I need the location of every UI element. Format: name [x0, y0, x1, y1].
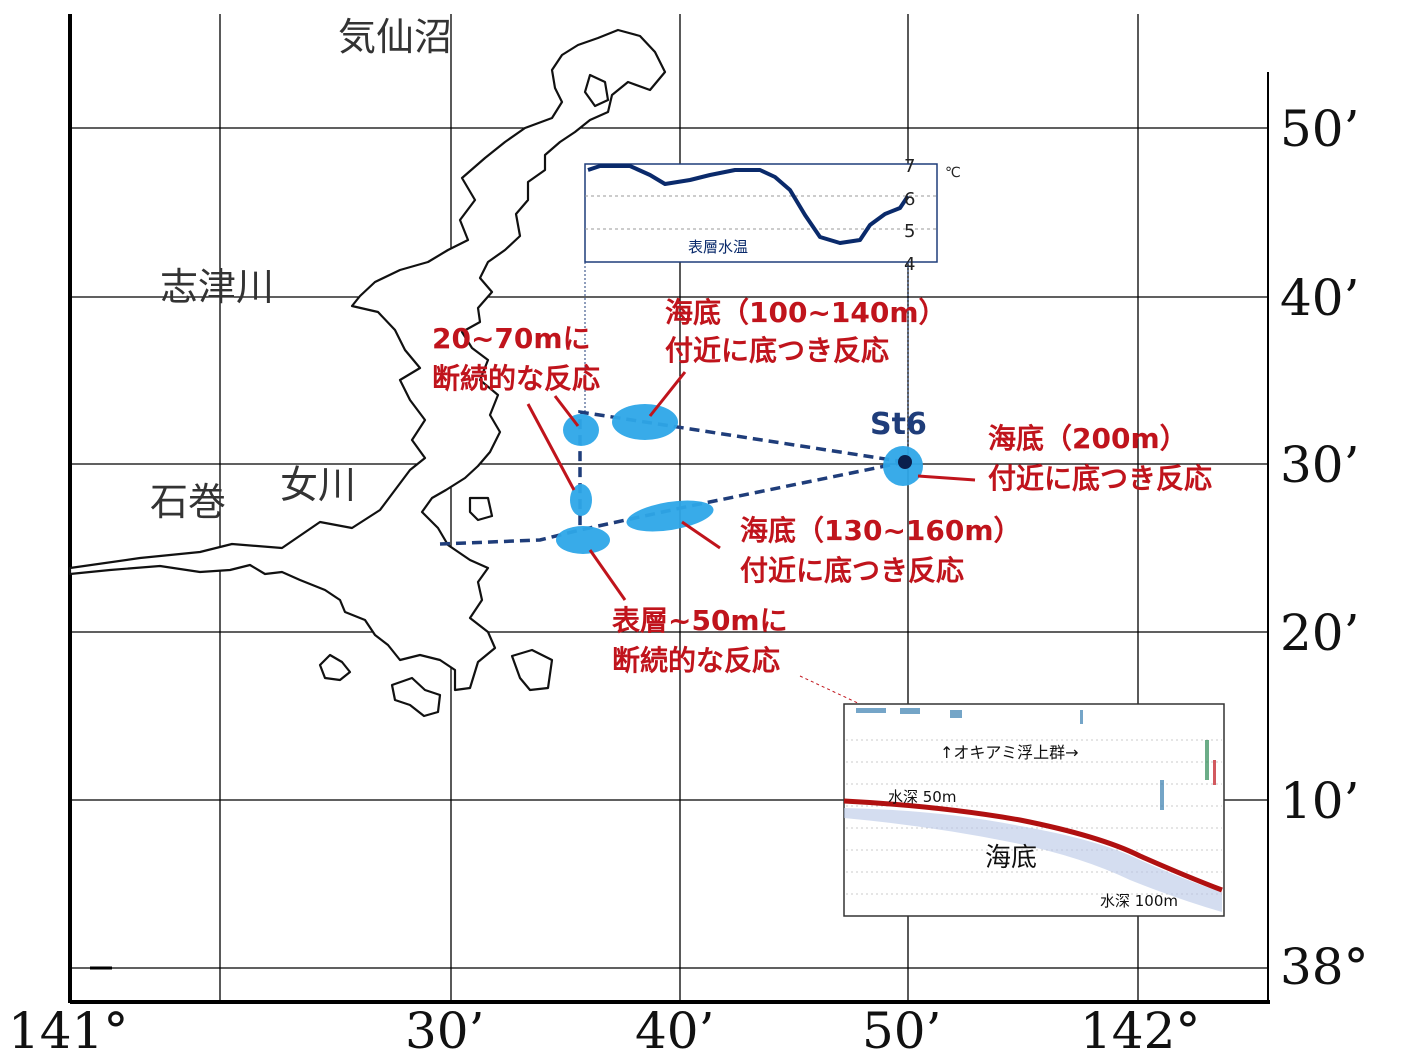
lon-label-142: 142° — [1080, 1002, 1200, 1059]
temp-chart-box — [584, 163, 938, 263]
temp-tick-5: 5 — [904, 221, 915, 242]
temp-tick-6: 6 — [904, 189, 915, 210]
depth-100-label: 水深 100m — [1100, 892, 1178, 910]
lon-label-50: 50’ — [862, 1002, 942, 1059]
annotation-2-line2: 付近に底つき反応 — [665, 334, 889, 367]
place-names: 気仙沼 志津川 女川 石巻 — [150, 15, 452, 524]
station-label: St6 — [870, 407, 927, 442]
lat-label-20: 20’ — [1280, 604, 1360, 662]
depth-50-label: 水深 50m — [888, 788, 956, 806]
annotation-4-line2: 付近に底つき反応 — [740, 554, 964, 587]
echogram-seabed-line — [843, 798, 1223, 893]
echogram-bottom-scatter — [844, 808, 1222, 912]
school-ellipse-5 — [556, 526, 610, 554]
lat-label-40: 40’ — [1280, 269, 1360, 327]
temperature-chart: 表層水温 7 6 5 4 ℃ — [584, 156, 961, 462]
latitude-labels: 50’ 40’ 30’ 20’ 10’ 38° — [1280, 100, 1369, 996]
lat-label-50: 50’ — [1280, 100, 1360, 158]
annotation-3-line1: 海底（200m） — [988, 422, 1188, 455]
station-dot — [898, 455, 912, 469]
annotation-5-line1: 表層~50mに — [612, 604, 788, 637]
lat-label-38: 38° — [1280, 938, 1369, 996]
place-kesennuma: 気仙沼 — [338, 15, 452, 59]
lon-label-30: 30’ — [405, 1002, 485, 1059]
annotation-3-line2: 付近に底つき反応 — [988, 462, 1212, 495]
annotation-4-line1: 海底（130~160m） — [740, 514, 1022, 547]
map-frame — [68, 14, 1270, 1004]
annotation-1-line2: 断続的な反応 — [432, 362, 600, 395]
echogram-link — [799, 675, 863, 706]
place-shizugawa: 志津川 — [160, 265, 274, 309]
echogram-surface-noise — [856, 708, 1216, 810]
temp-chart-title: 表層水温 — [688, 238, 748, 256]
school-ellipse-3 — [570, 484, 592, 516]
annotation-1-line1: 20~70mに — [432, 322, 591, 355]
temp-unit: ℃ — [945, 165, 961, 181]
annotation-5-line2: 断続的な反応 — [612, 644, 780, 677]
annotation-4: 海底（130~160m） 付近に底つき反応 — [740, 514, 1022, 587]
annotation-leaders — [526, 371, 976, 601]
echogram-inset: ↑オキアミ浮上群→ 水深 50m 海底 水深 100m — [843, 703, 1225, 917]
place-onagawa: 女川 — [280, 463, 356, 507]
lon-label-40: 40’ — [635, 1002, 715, 1059]
temp-tick-7: 7 — [904, 156, 915, 177]
school-ellipse-4 — [626, 500, 714, 532]
lat-label-10: 10’ — [1280, 772, 1360, 830]
annotation-2: 海底（100~140m） 付近に底つき反応 — [665, 296, 947, 367]
lat-label-30: 30’ — [1280, 436, 1360, 494]
school-ellipse-1 — [563, 414, 599, 446]
lon-label-141: 141° — [8, 1002, 128, 1059]
school-ellipse-2 — [612, 404, 678, 440]
place-ishinomaki: 石巻 — [150, 480, 226, 524]
annotation-2-line1: 海底（100~140m） — [665, 296, 947, 329]
longitude-labels: 141° 30’ 40’ 50’ 142° — [8, 1002, 1200, 1059]
annotation-3: 海底（200m） 付近に底つき反応 — [988, 422, 1212, 495]
annotation-1: 20~70mに 断続的な反応 — [432, 322, 600, 395]
annotation-5: 表層~50mに 断続的な反応 — [612, 604, 788, 677]
temp-tick-4: 4 — [904, 254, 915, 275]
temperature-line — [587, 164, 910, 245]
coastline — [68, 28, 667, 718]
seabed-label: 海底 — [985, 843, 1037, 873]
krill-label: ↑オキアミ浮上群→ — [940, 743, 1079, 762]
echo-schools — [556, 404, 923, 554]
